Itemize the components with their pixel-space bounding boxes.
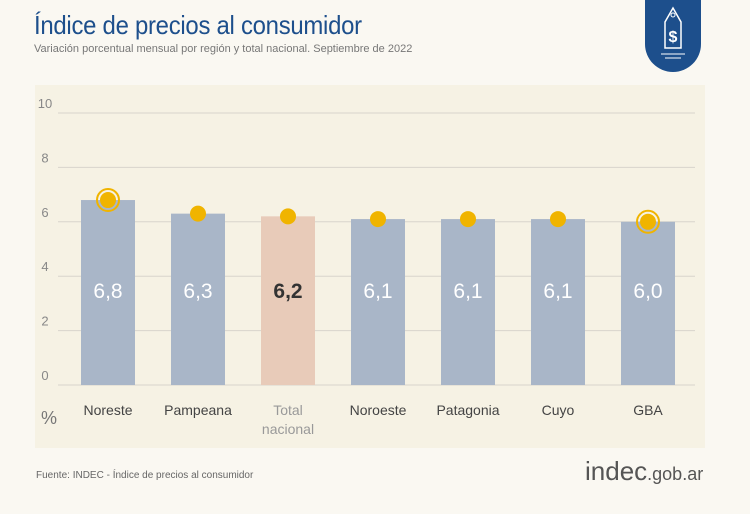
x-tick-label: Noroeste xyxy=(350,402,407,418)
data-label: 6,1 xyxy=(363,280,392,303)
bar xyxy=(441,219,495,385)
y-tick-label: 0 xyxy=(41,368,48,383)
svg-text:$: $ xyxy=(669,29,678,46)
x-tick-label: Cuyo xyxy=(542,402,575,418)
marker-dot xyxy=(460,211,476,228)
marker-dot xyxy=(190,205,206,222)
marker-dot xyxy=(370,211,386,228)
y-tick-label: 6 xyxy=(41,205,48,220)
bar xyxy=(81,200,135,385)
y-tick-label: 8 xyxy=(41,150,48,165)
y-axis-label: % xyxy=(41,408,57,428)
data-label: 6,1 xyxy=(543,280,572,303)
x-tick-label: nacional xyxy=(262,421,314,437)
x-tick-label: Patagonia xyxy=(436,402,499,418)
price-tag-dollar-icon: $ xyxy=(645,0,701,72)
data-label: 6,8 xyxy=(93,280,122,303)
marker-dot xyxy=(280,208,296,225)
source-note: Fuente: INDEC - Índice de precios al con… xyxy=(36,470,254,481)
bar xyxy=(171,213,225,385)
data-label: 6,0 xyxy=(633,280,662,303)
y-tick-label: 2 xyxy=(41,314,48,329)
x-tick-label: Pampeana xyxy=(164,402,232,418)
y-tick-label: 4 xyxy=(41,259,48,274)
marker-ring xyxy=(636,209,660,234)
bar xyxy=(531,219,585,385)
y-tick-label: 10 xyxy=(38,96,52,111)
marker-dot xyxy=(100,192,116,209)
x-tick-label: GBA xyxy=(633,402,663,418)
bar xyxy=(621,221,675,385)
marker-ring xyxy=(96,188,120,213)
x-tick-label: Noreste xyxy=(83,402,132,418)
data-label: 6,2 xyxy=(273,280,302,303)
bar xyxy=(351,219,405,385)
bar xyxy=(261,216,315,385)
page-title: Índice de precios al consumidor xyxy=(34,10,362,40)
data-label: 6,3 xyxy=(183,280,212,303)
indec-logo: indec.gob.ar xyxy=(585,456,704,486)
x-tick-label: Total xyxy=(273,402,303,418)
page-subtitle: Variación porcentual mensual por región … xyxy=(34,43,413,55)
marker-dot xyxy=(640,213,656,230)
data-label: 6,1 xyxy=(453,280,482,303)
marker-dot xyxy=(550,211,566,228)
